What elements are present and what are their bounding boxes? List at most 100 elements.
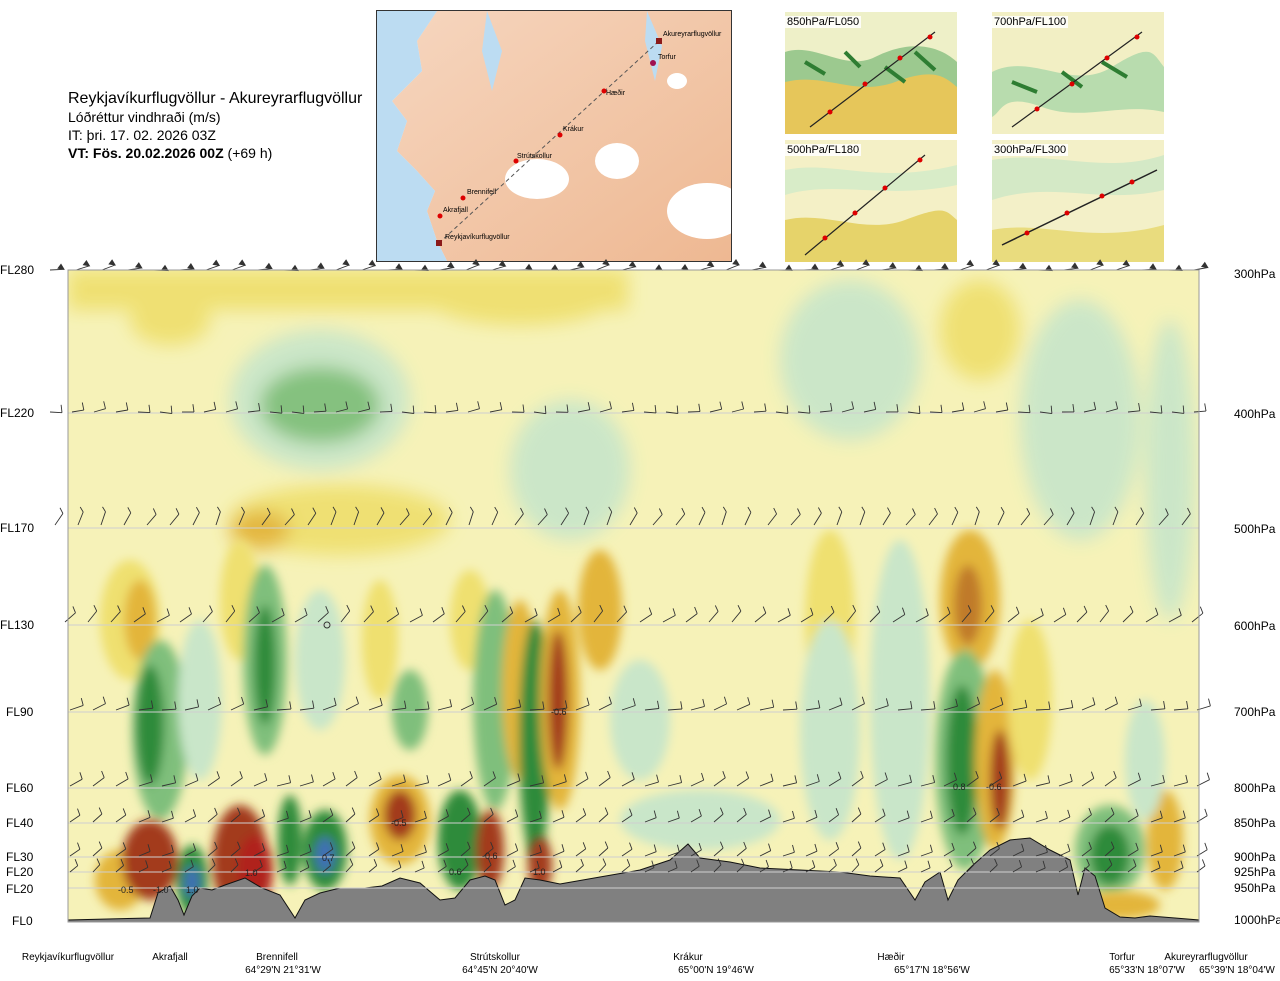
- wind-barb-shaft: [1122, 611, 1134, 623]
- wind-barb-tick: [380, 507, 385, 514]
- wind-barb-tick: [1028, 404, 1031, 413]
- wind-barb-shaft: [184, 850, 196, 857]
- wind-barb-tick: [887, 507, 891, 514]
- wind-barb-shaft: [997, 512, 1005, 526]
- wind-barb-tick: [72, 606, 76, 613]
- wind-barb-tick: [428, 508, 433, 515]
- wind-barb-shaft: [690, 705, 705, 711]
- wind-barb-shaft: [685, 613, 698, 623]
- wind-barb-tick: [1088, 807, 1092, 815]
- wind-barb-shaft: [851, 703, 865, 711]
- wind-barb-tick: [1185, 774, 1188, 783]
- wind-barb-tick: [464, 858, 469, 866]
- wind-barb-tick: [534, 608, 538, 616]
- wind-barb-tick: [490, 807, 494, 815]
- wind-barb-shaft: [529, 851, 542, 857]
- wind-barb-tick: [585, 771, 589, 779]
- wind-barb-shaft: [465, 264, 480, 271]
- wind-barb-tick: [311, 774, 314, 783]
- wind-barb-shaft: [575, 778, 589, 787]
- wind-barb-shaft: [69, 704, 84, 711]
- wind-barb-shaft: [92, 864, 101, 873]
- wind-barb-shaft: [489, 409, 502, 413]
- wind-barb-shaft: [133, 613, 146, 623]
- wind-barb-tick: [879, 859, 884, 867]
- wind-barb-tick: [325, 606, 329, 613]
- wind-barb-shaft: [621, 778, 635, 787]
- wind-barb-shaft: [915, 614, 929, 623]
- wind-barb-shaft: [1181, 513, 1191, 526]
- wind-barb-tick: [1138, 403, 1141, 411]
- wind-barb-shaft: [736, 703, 750, 711]
- wind-barb-shaft: [1105, 408, 1118, 413]
- wind-barb-tick: [98, 841, 103, 849]
- wind-barb-shaft: [943, 865, 953, 873]
- wind-barb-tick: [375, 808, 380, 816]
- wind-barb-tick: [839, 697, 843, 705]
- wind-barb-tick: [441, 607, 445, 614]
- wind-barb-shaft: [1007, 612, 1020, 623]
- wind-barb-shaft: [92, 703, 106, 711]
- wind-barb-shaft: [744, 512, 752, 526]
- wind-barb-shaft: [1012, 780, 1027, 787]
- wind-barb-shaft: [1173, 708, 1188, 711]
- wind-barb-tick: [1114, 506, 1119, 513]
- wind-barb-tick: [857, 841, 862, 849]
- wind-barb-tick: [332, 506, 337, 513]
- wind-barb-shaft: [974, 511, 980, 526]
- wind-barb-shaft: [897, 851, 910, 857]
- wind-barb-tick: [395, 263, 403, 270]
- wind-barb-tick: [681, 507, 686, 515]
- wind-barb-shaft: [1081, 848, 1092, 857]
- x-axis-coord: 65°33'N 18°07'W: [1109, 965, 1185, 976]
- wind-barb-shaft: [644, 817, 657, 823]
- wind-barb-shaft: [529, 867, 540, 873]
- wind-barb-tick: [1062, 607, 1067, 615]
- valid-time-suffix: (+69 h): [227, 145, 273, 161]
- thumb-300hpa[interactable]: 300hPa/FL300: [992, 140, 1164, 262]
- wind-barb-tick: [551, 264, 559, 271]
- wind-barb-shaft: [1112, 511, 1119, 526]
- wind-barb-tick: [212, 259, 221, 267]
- wind-barb-tick: [1139, 698, 1142, 707]
- wind-barb-tick: [655, 264, 663, 271]
- wind-barb-shaft: [652, 514, 663, 526]
- wind-barb-shaft: [202, 611, 213, 623]
- wind-barb-shaft: [782, 817, 795, 823]
- wind-barb-tick: [345, 401, 349, 410]
- wind-barb-shaft: [115, 704, 130, 711]
- thumb-850hpa[interactable]: 850hPa/FL050: [785, 12, 957, 134]
- wind-barb-tick: [676, 810, 680, 819]
- wind-barb-tick: [324, 403, 327, 412]
- wind-barb-tick: [419, 608, 423, 616]
- wind-barb-shaft: [276, 867, 287, 873]
- wind-barb-tick: [564, 700, 568, 709]
- wind-barb-shaft: [1104, 813, 1115, 823]
- wind-barb-shaft: [836, 511, 843, 526]
- wind-barb-shaft: [156, 615, 170, 623]
- wind-barb-tick: [719, 807, 724, 815]
- wind-barb-shaft: [506, 780, 521, 787]
- wind-barb-tick: [147, 810, 151, 818]
- route-map[interactable]: Akureyrarflugvöllur Torfur Hæðir Krákur …: [376, 10, 732, 262]
- wind-barb-tick: [259, 859, 263, 867]
- wind-barb-shaft: [1012, 706, 1027, 711]
- wind-barb-tick: [1021, 843, 1025, 851]
- wind-barb-shaft: [621, 865, 631, 873]
- wind-barb-tick: [698, 403, 701, 412]
- wind-barb-shaft: [1058, 780, 1073, 787]
- wind-barb-tick: [150, 700, 154, 709]
- wind-barb-tick: [264, 773, 268, 781]
- wind-barb-tick: [792, 844, 795, 853]
- wind-barb-shaft: [307, 513, 317, 526]
- wind-barb-shaft: [1193, 410, 1207, 413]
- wind-barb-tick: [195, 773, 199, 781]
- wind-barb-tick: [302, 405, 305, 414]
- wind-barb-tick: [423, 844, 427, 853]
- wind-barb-shaft: [161, 851, 174, 857]
- thumb-700hpa[interactable]: 700hPa/FL100: [992, 12, 1164, 134]
- wind-barb-shaft: [966, 813, 977, 823]
- thumb-500hpa[interactable]: 500hPa/FL180: [785, 140, 957, 262]
- wind-barb-shaft: [805, 850, 818, 857]
- wind-barb-tick: [467, 841, 471, 849]
